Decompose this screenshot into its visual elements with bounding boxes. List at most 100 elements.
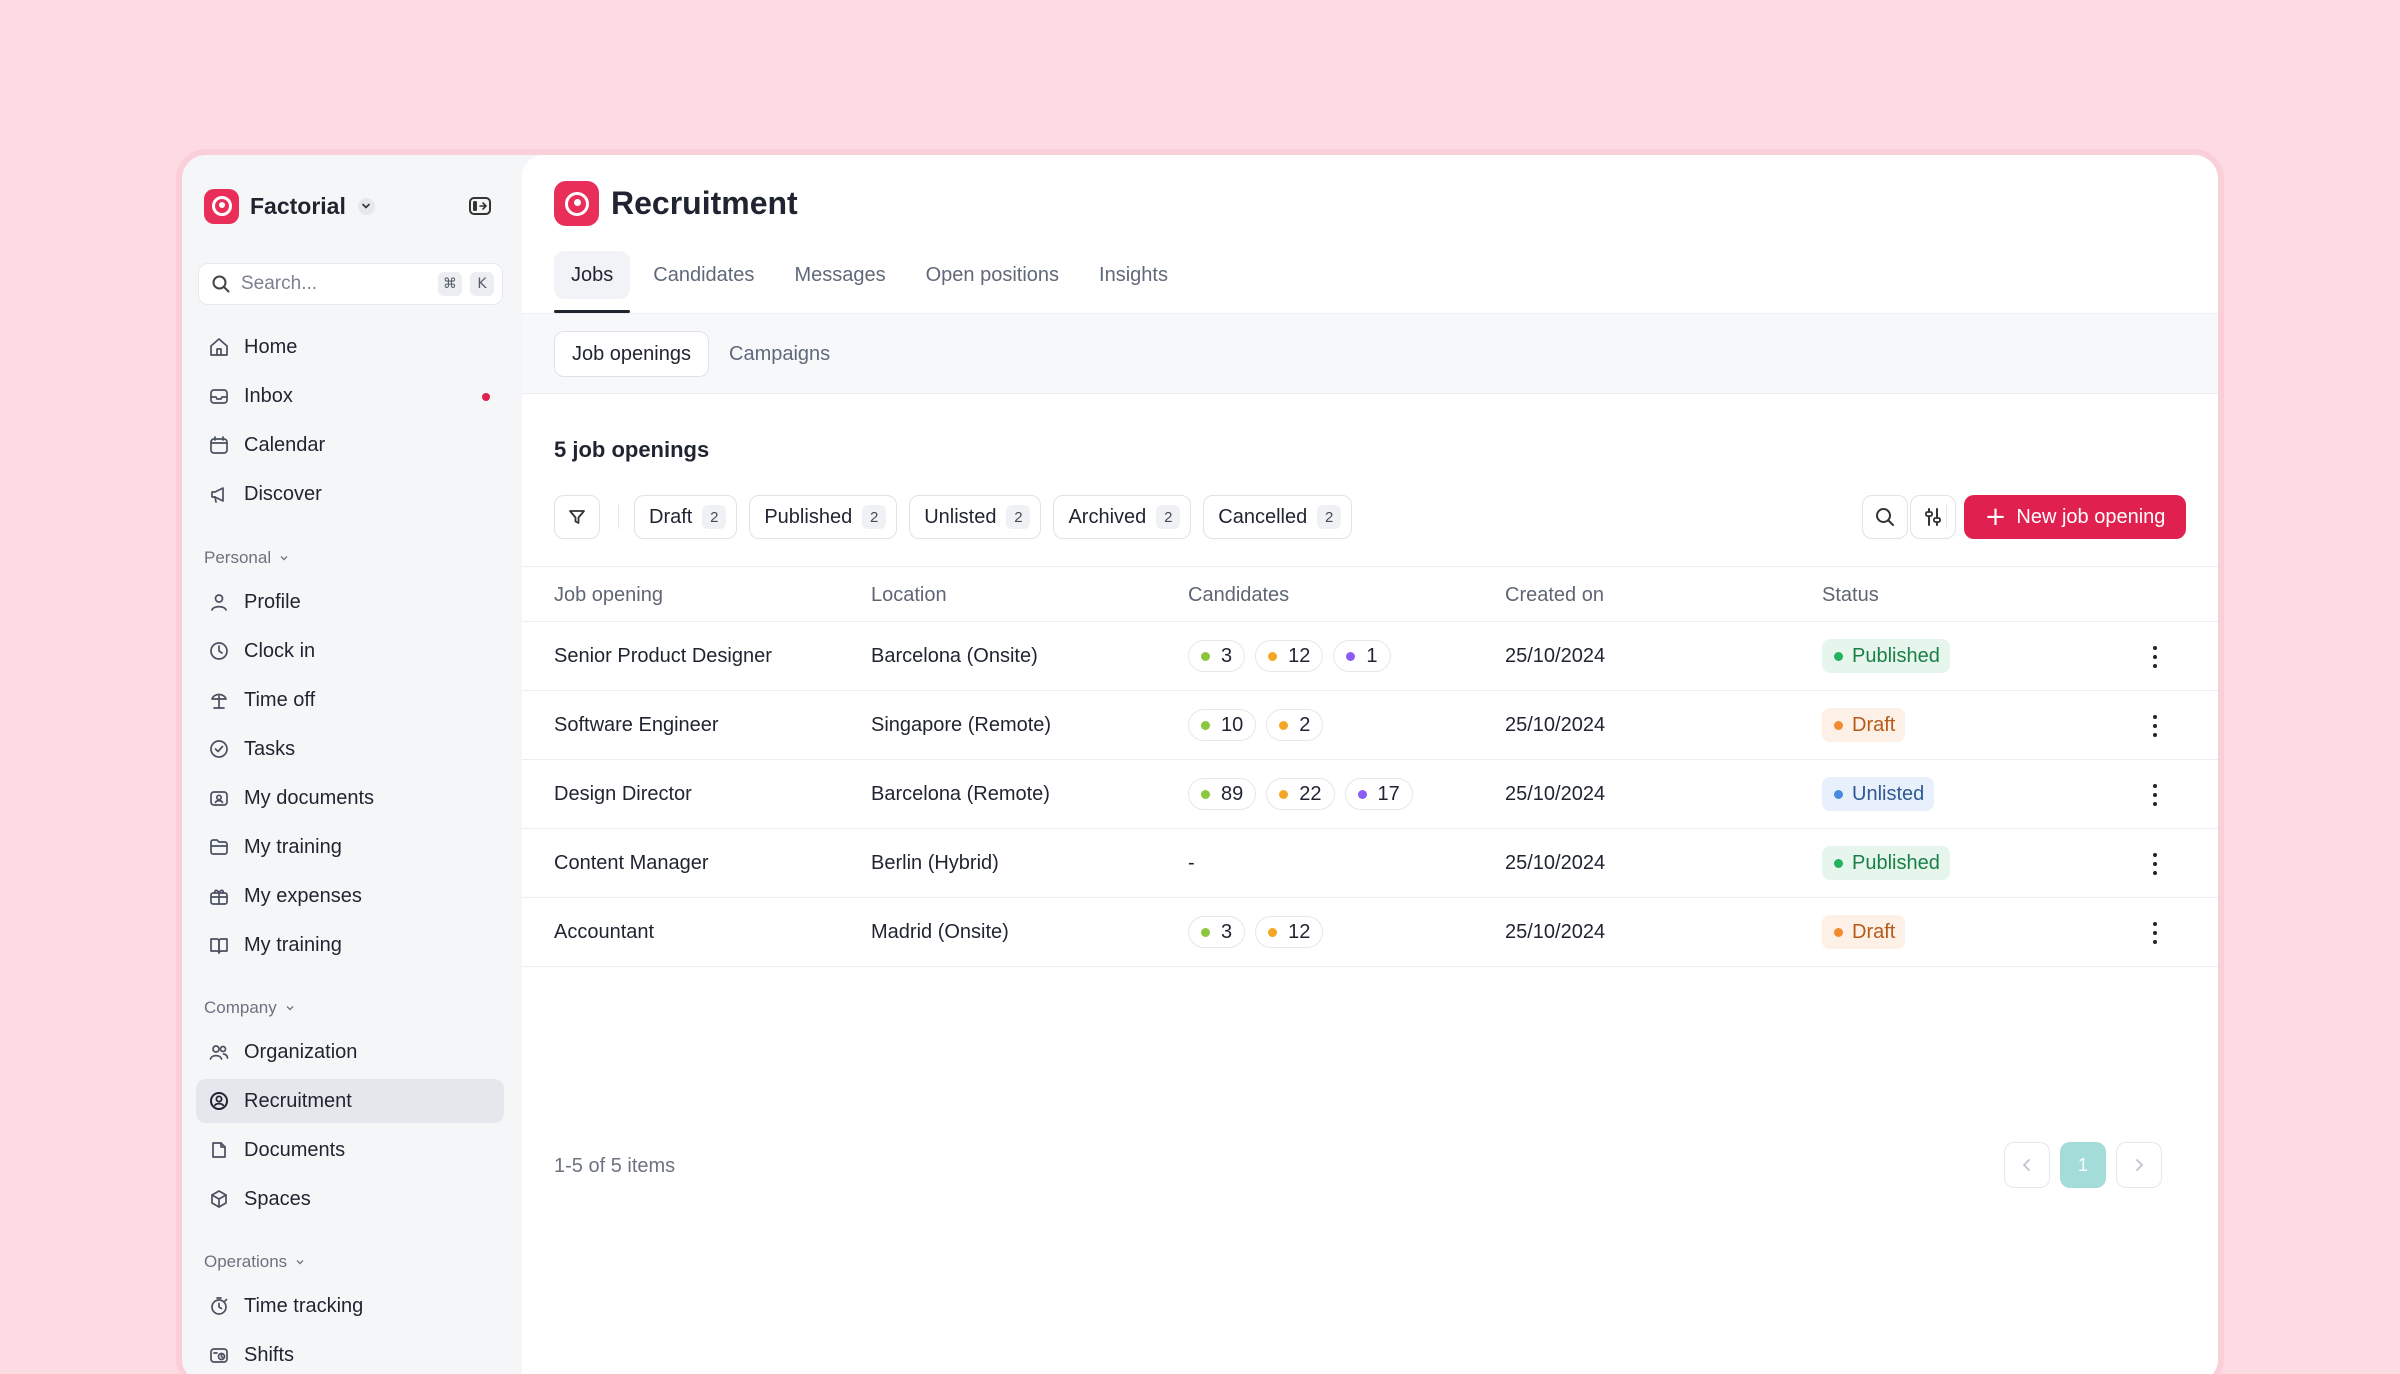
sidebar-item-calendar[interactable]: Calendar — [196, 423, 504, 467]
candidate-stage-count: 17 — [1344, 778, 1413, 810]
settings-button[interactable] — [1910, 495, 1956, 539]
stage-count: 3 — [1221, 644, 1233, 667]
more-options-icon[interactable] — [2152, 715, 2158, 737]
filter-chip-cancelled[interactable]: Cancelled 2 — [1203, 495, 1353, 539]
status-label: Published — [1852, 851, 1940, 874]
page-number-button[interactable]: 1 — [2060, 1142, 2106, 1188]
tab-candidates[interactable]: Candidates — [653, 263, 755, 286]
candidates-cell: 89 22 17 — [1188, 760, 1423, 828]
sidebar-item-shifts[interactable]: Shifts — [196, 1333, 504, 1374]
sidebar-item-my-expenses[interactable]: My expenses — [196, 874, 504, 918]
new-job-opening-button[interactable]: + New job opening — [1964, 495, 2186, 539]
filter-button[interactable] — [554, 495, 600, 539]
shifts-icon — [208, 1344, 230, 1366]
sidebar-item-inbox[interactable]: Inbox — [196, 374, 504, 418]
more-options-icon[interactable] — [2152, 646, 2158, 668]
sidebar-item-documents[interactable]: Documents — [196, 1128, 504, 1172]
folder-icon — [208, 836, 230, 858]
filter-chip-archived[interactable]: Archived 2 — [1053, 495, 1192, 539]
tab-messages[interactable]: Messages — [794, 263, 886, 286]
search-button[interactable] — [1862, 495, 1908, 539]
next-page-button[interactable] — [2116, 1142, 2162, 1188]
sidebar-toggle-icon[interactable] — [468, 195, 492, 217]
created-date: 25/10/2024 — [1505, 920, 1606, 943]
status-label: Draft — [1852, 920, 1896, 943]
sidebar-item-time-off[interactable]: Time off — [196, 678, 504, 722]
more-options-icon[interactable] — [2152, 922, 2158, 944]
status-filter-chips: Draft 2 Published 2 Unlisted 2 Archived 2 Cancel… — [634, 495, 1353, 539]
column-header[interactable]: Job opening — [554, 583, 663, 606]
job-title[interactable]: Senior Product Designer — [554, 644, 772, 667]
job-location: Barcelona (Onsite) — [871, 644, 1038, 667]
section-company[interactable]: Company — [204, 998, 295, 1018]
factorial-logo-icon — [204, 188, 239, 224]
job-title[interactable]: Content Manager — [554, 851, 709, 874]
table-row[interactable]: Software Engineer Singapore (Remote) 10 2… — [522, 691, 2218, 760]
job-title[interactable]: Accountant — [554, 920, 655, 943]
sidebar-item-label: Documents — [244, 1138, 346, 1161]
sidebar-item-spaces[interactable]: Spaces — [196, 1177, 504, 1221]
job-openings-table: Job opening Location Candidates Created … — [522, 566, 2218, 967]
sidebar-item-home[interactable]: Home — [196, 325, 504, 369]
stage-dot — [1279, 789, 1289, 799]
job-title[interactable]: Software Engineer — [554, 713, 719, 736]
stage-count: 3 — [1221, 920, 1233, 943]
status-dot — [1834, 720, 1843, 730]
section-operations[interactable]: Operations — [204, 1252, 305, 1272]
created-date: 25/10/2024 — [1505, 782, 1606, 805]
sliders-icon — [1925, 508, 1941, 526]
sidebar-item-discover[interactable]: Discover — [196, 472, 504, 516]
tab-open-positions[interactable]: Open positions — [925, 263, 1060, 286]
column-header[interactable]: Created on — [1505, 583, 1604, 606]
sidebar-item-recruitment[interactable]: Recruitment — [196, 1079, 504, 1123]
sidebar-item-organization[interactable]: Organization — [196, 1030, 504, 1074]
sidebar-item-label: Inbox — [244, 384, 293, 407]
sidebar-item-my-training[interactable]: My training — [196, 923, 504, 967]
subtab-job-openings[interactable]: Job openings — [554, 331, 709, 377]
workspace-switcher[interactable]: Factorial — [204, 188, 375, 224]
stage-count: 10 — [1221, 713, 1244, 736]
sidebar-item-my-training[interactable]: My training — [196, 825, 504, 869]
section-personal[interactable]: Personal — [204, 548, 289, 568]
table-row[interactable]: Accountant Madrid (Onsite) 3 12 25/10/202… — [522, 898, 2218, 967]
sidebar-item-tasks[interactable]: Tasks — [196, 727, 504, 771]
sidebar-item-clock-in[interactable]: Clock in — [196, 629, 504, 673]
filter-chip-draft[interactable]: Draft 2 — [634, 495, 738, 539]
candidates-cell: - — [1188, 829, 1195, 897]
column-header[interactable]: Location — [871, 583, 947, 606]
nav-operations: Time tracking Shifts — [196, 1284, 504, 1374]
sidebar: Factorial Search... ⌘ K Home Inbox Calenda… — [182, 155, 526, 1374]
beach-icon — [208, 689, 230, 711]
filter-chip-unlisted[interactable]: Unlisted 2 — [909, 495, 1042, 539]
sidebar-item-label: Clock in — [244, 639, 316, 662]
job-title[interactable]: Design Director — [554, 782, 692, 805]
column-header[interactable]: Status — [1822, 583, 1879, 606]
stage-dot — [1357, 789, 1367, 799]
search-icon — [212, 275, 230, 293]
column-header[interactable]: Candidates — [1188, 583, 1290, 606]
status-cell: Published — [1822, 622, 1950, 690]
search-input[interactable]: Search... ⌘ K — [198, 263, 503, 305]
filter-chip-count: 2 — [862, 505, 887, 529]
more-options-icon[interactable] — [2152, 853, 2158, 875]
sidebar-item-my-documents[interactable]: My documents — [196, 776, 504, 820]
table-row[interactable]: Design Director Barcelona (Remote) 89 22 1… — [522, 760, 2218, 829]
previous-page-button[interactable] — [2004, 1142, 2050, 1188]
filter-chip-count: 2 — [1156, 505, 1181, 529]
subtab-campaigns[interactable]: Campaigns — [729, 342, 831, 365]
tab-insights[interactable]: Insights — [1099, 263, 1168, 286]
more-options-icon[interactable] — [2152, 784, 2158, 806]
table-row[interactable]: Content Manager Berlin (Hybrid) - 25/10/… — [522, 829, 2218, 898]
no-candidates: - — [1188, 851, 1195, 874]
section-label: Operations — [204, 1252, 288, 1271]
status-dot — [1834, 858, 1843, 868]
chevron-left-icon — [2022, 1159, 2030, 1171]
filter-chip-label: Published — [764, 505, 853, 528]
table-row[interactable]: Senior Product Designer Barcelona (Onsit… — [522, 622, 2218, 691]
tab-jobs[interactable]: Jobs — [554, 251, 631, 313]
sidebar-item-time-tracking[interactable]: Time tracking — [196, 1284, 504, 1328]
sidebar-item-profile[interactable]: Profile — [196, 580, 504, 624]
job-location: Barcelona (Remote) — [871, 782, 1050, 805]
filter-chip-published[interactable]: Published 2 — [749, 495, 898, 539]
sidebar-item-label: Shifts — [244, 1343, 295, 1366]
